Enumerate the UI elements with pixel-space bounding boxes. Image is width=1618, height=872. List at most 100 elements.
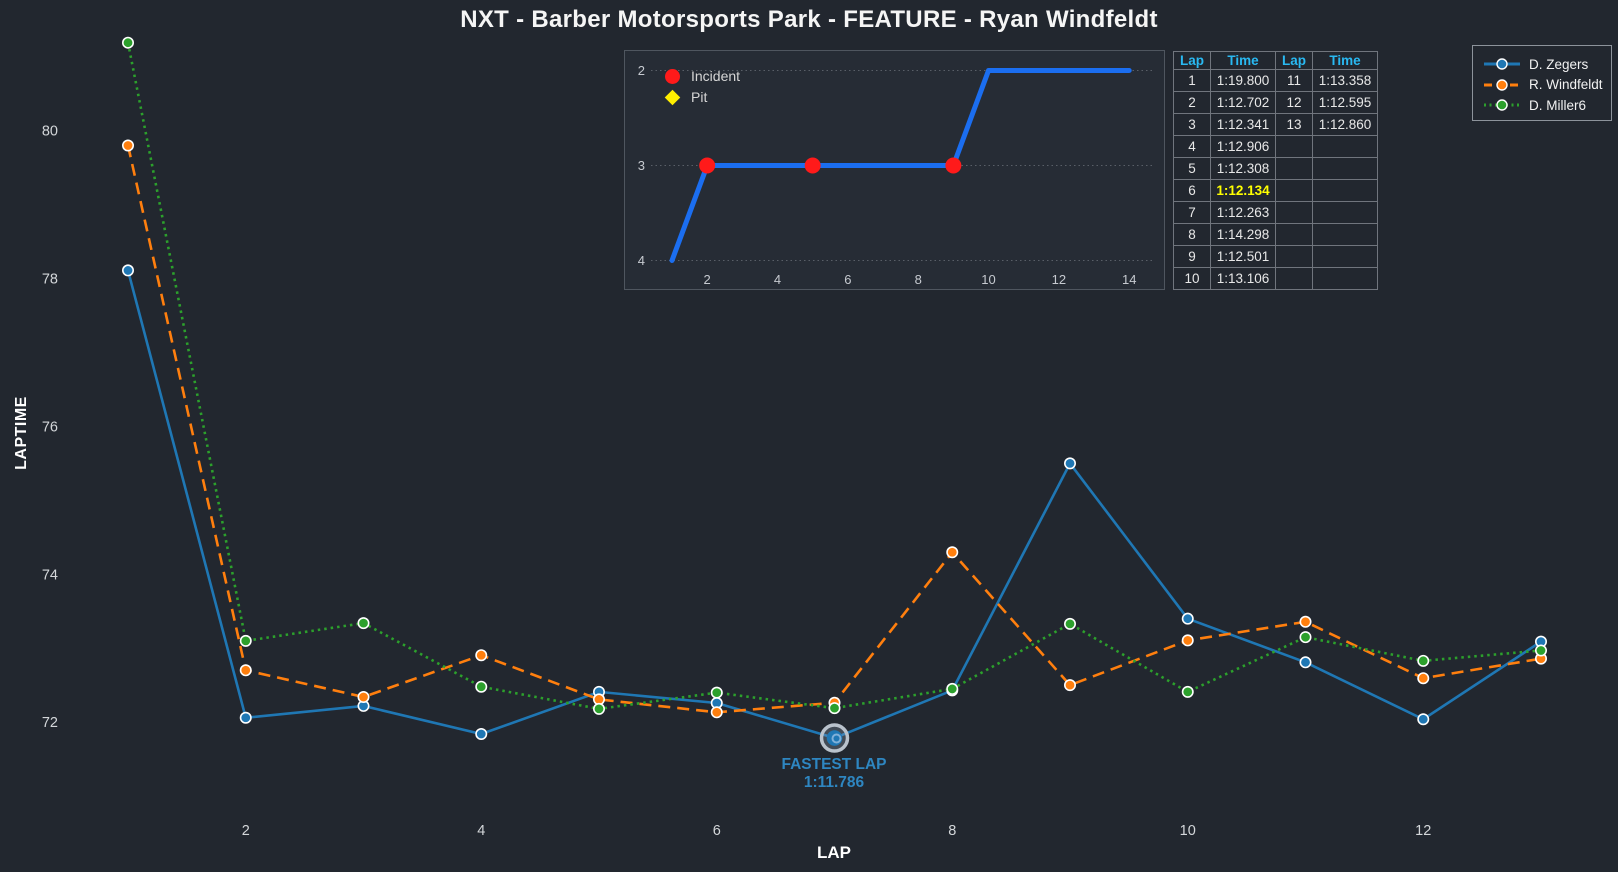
data-point[interactable]: [239, 664, 252, 677]
data-point[interactable]: [1417, 672, 1430, 685]
table-cell: [1275, 135, 1313, 158]
pit-marker-icon: [664, 89, 681, 105]
table-cell: [1312, 201, 1378, 224]
data-point[interactable]: [1064, 457, 1077, 470]
table-header-cell: Lap: [1275, 51, 1313, 70]
data-point[interactable]: [1299, 631, 1312, 644]
table-cell: [1312, 157, 1378, 180]
data-point[interactable]: [122, 264, 135, 277]
table-cell: 1:19.800: [1210, 69, 1276, 92]
fastest-lap-label: FASTEST LAP: [781, 756, 887, 773]
table-cell: [1275, 245, 1313, 268]
table-cell: 1:12.906: [1210, 135, 1276, 158]
data-point[interactable]: [239, 634, 252, 647]
data-point[interactable]: [1535, 644, 1548, 657]
incident-point[interactable]: [804, 157, 821, 174]
data-point[interactable]: [1181, 685, 1194, 698]
legend-label: D. Zegers: [1529, 56, 1589, 72]
incident-point[interactable]: [945, 157, 962, 174]
legend-item-d-miller6[interactable]: D. Miller6: [1482, 95, 1611, 116]
data-point[interactable]: [122, 139, 135, 152]
data-point[interactable]: [828, 702, 841, 715]
data-point[interactable]: [710, 706, 723, 719]
data-point[interactable]: [1417, 654, 1430, 667]
inset-x-tick-label: 6: [844, 272, 851, 287]
legend-label: D. Miller6: [1529, 97, 1587, 113]
data-point[interactable]: [946, 682, 959, 695]
table-cell: 11: [1275, 69, 1313, 92]
table-cell: 1:12.702: [1210, 91, 1276, 114]
inset-x-tick-label: 2: [704, 272, 711, 287]
table-cell: 1:12.595: [1312, 91, 1378, 114]
table-cell: 9: [1173, 245, 1211, 268]
table-cell: [1275, 201, 1313, 224]
data-point[interactable]: [357, 617, 370, 630]
inset-y-tick-label: 4: [638, 253, 645, 268]
data-point[interactable]: [239, 711, 252, 724]
fastest-lap-marker-glyph: [831, 733, 842, 744]
data-point[interactable]: [1299, 615, 1312, 628]
data-point[interactable]: [1299, 656, 1312, 669]
x-tick-label: 4: [477, 823, 485, 839]
table-cell: 5: [1173, 157, 1211, 180]
legend-item-r-windfeldt[interactable]: R. Windfeldt: [1482, 75, 1611, 96]
legend-item-pit[interactable]: Pit: [664, 88, 708, 106]
pit-legend-label: Pit: [691, 89, 708, 105]
position-chart[interactable]: 2 3 4 2 4 6 8 10 12 14: [625, 51, 1164, 289]
table-row: 10 1:13.106: [1173, 267, 1378, 290]
table-row: 5 1:12.308: [1173, 157, 1378, 180]
table-cell: 8: [1173, 223, 1211, 246]
table-cell: [1312, 267, 1378, 290]
data-point[interactable]: [710, 686, 723, 699]
data-point[interactable]: [946, 546, 959, 559]
table-row: 3 1:12.341 13 1:12.860: [1173, 113, 1378, 136]
table-cell: 1:12.134: [1210, 179, 1276, 202]
legend-item-incident[interactable]: Incident: [665, 67, 740, 85]
incident-point[interactable]: [699, 157, 716, 174]
x-axis-label: LAP: [817, 843, 851, 862]
data-point[interactable]: [475, 680, 488, 693]
table-cell: 1:12.860: [1312, 113, 1378, 136]
data-point[interactable]: [1181, 634, 1194, 647]
data-point[interactable]: [592, 702, 605, 715]
table-cell: 7: [1173, 201, 1211, 224]
table-cell: [1275, 223, 1313, 246]
incident-marker-icon: [665, 68, 680, 84]
legend-item-d-zegers[interactable]: D. Zegers: [1482, 54, 1611, 75]
data-point[interactable]: [475, 728, 488, 741]
table-row: 2 1:12.702 12 1:12.595: [1173, 91, 1378, 114]
fastest-lap-annotation: FASTEST LAP 1:11.786: [734, 756, 934, 791]
table-cell: 12: [1275, 91, 1313, 114]
table-row: 1 1:19.800 11 1:13.358: [1173, 69, 1378, 92]
table-cell: 1: [1173, 69, 1211, 92]
data-point[interactable]: [475, 649, 488, 662]
data-point[interactable]: [1064, 617, 1077, 630]
data-point[interactable]: [357, 690, 370, 703]
inset-x-tick-label: 14: [1122, 272, 1136, 287]
inset-y-tick-label: 3: [638, 158, 645, 173]
table-cell: [1275, 179, 1313, 202]
page-title: NXT - Barber Motorsports Park - FEATURE …: [460, 6, 1158, 33]
table-cell: 10: [1173, 267, 1211, 290]
table-cell: [1275, 267, 1313, 290]
table-cell: 1:13.106: [1210, 267, 1276, 290]
incident-legend-label: Incident: [691, 68, 741, 84]
x-tick-label: 2: [242, 823, 250, 839]
data-point[interactable]: [1181, 612, 1194, 625]
table-cell: 13: [1275, 113, 1313, 136]
table-cell: 1:13.358: [1312, 69, 1378, 92]
table-cell: [1312, 245, 1378, 268]
inset-y-tick-label: 2: [638, 63, 645, 78]
legend-line-sample: [1484, 58, 1520, 70]
fastest-lap-time: 1:11.786: [803, 773, 865, 791]
x-tick-label: 10: [1180, 823, 1196, 839]
table-cell: 1:12.308: [1210, 157, 1276, 180]
data-point[interactable]: [122, 36, 135, 49]
y-tick-label: 80: [42, 124, 58, 140]
data-point[interactable]: [1417, 713, 1430, 726]
table-cell: 6: [1173, 179, 1211, 202]
data-point[interactable]: [1064, 679, 1077, 692]
position-chart-panel: 2 3 4 2 4 6 8 10 12 14 Incident Pit: [624, 50, 1165, 290]
